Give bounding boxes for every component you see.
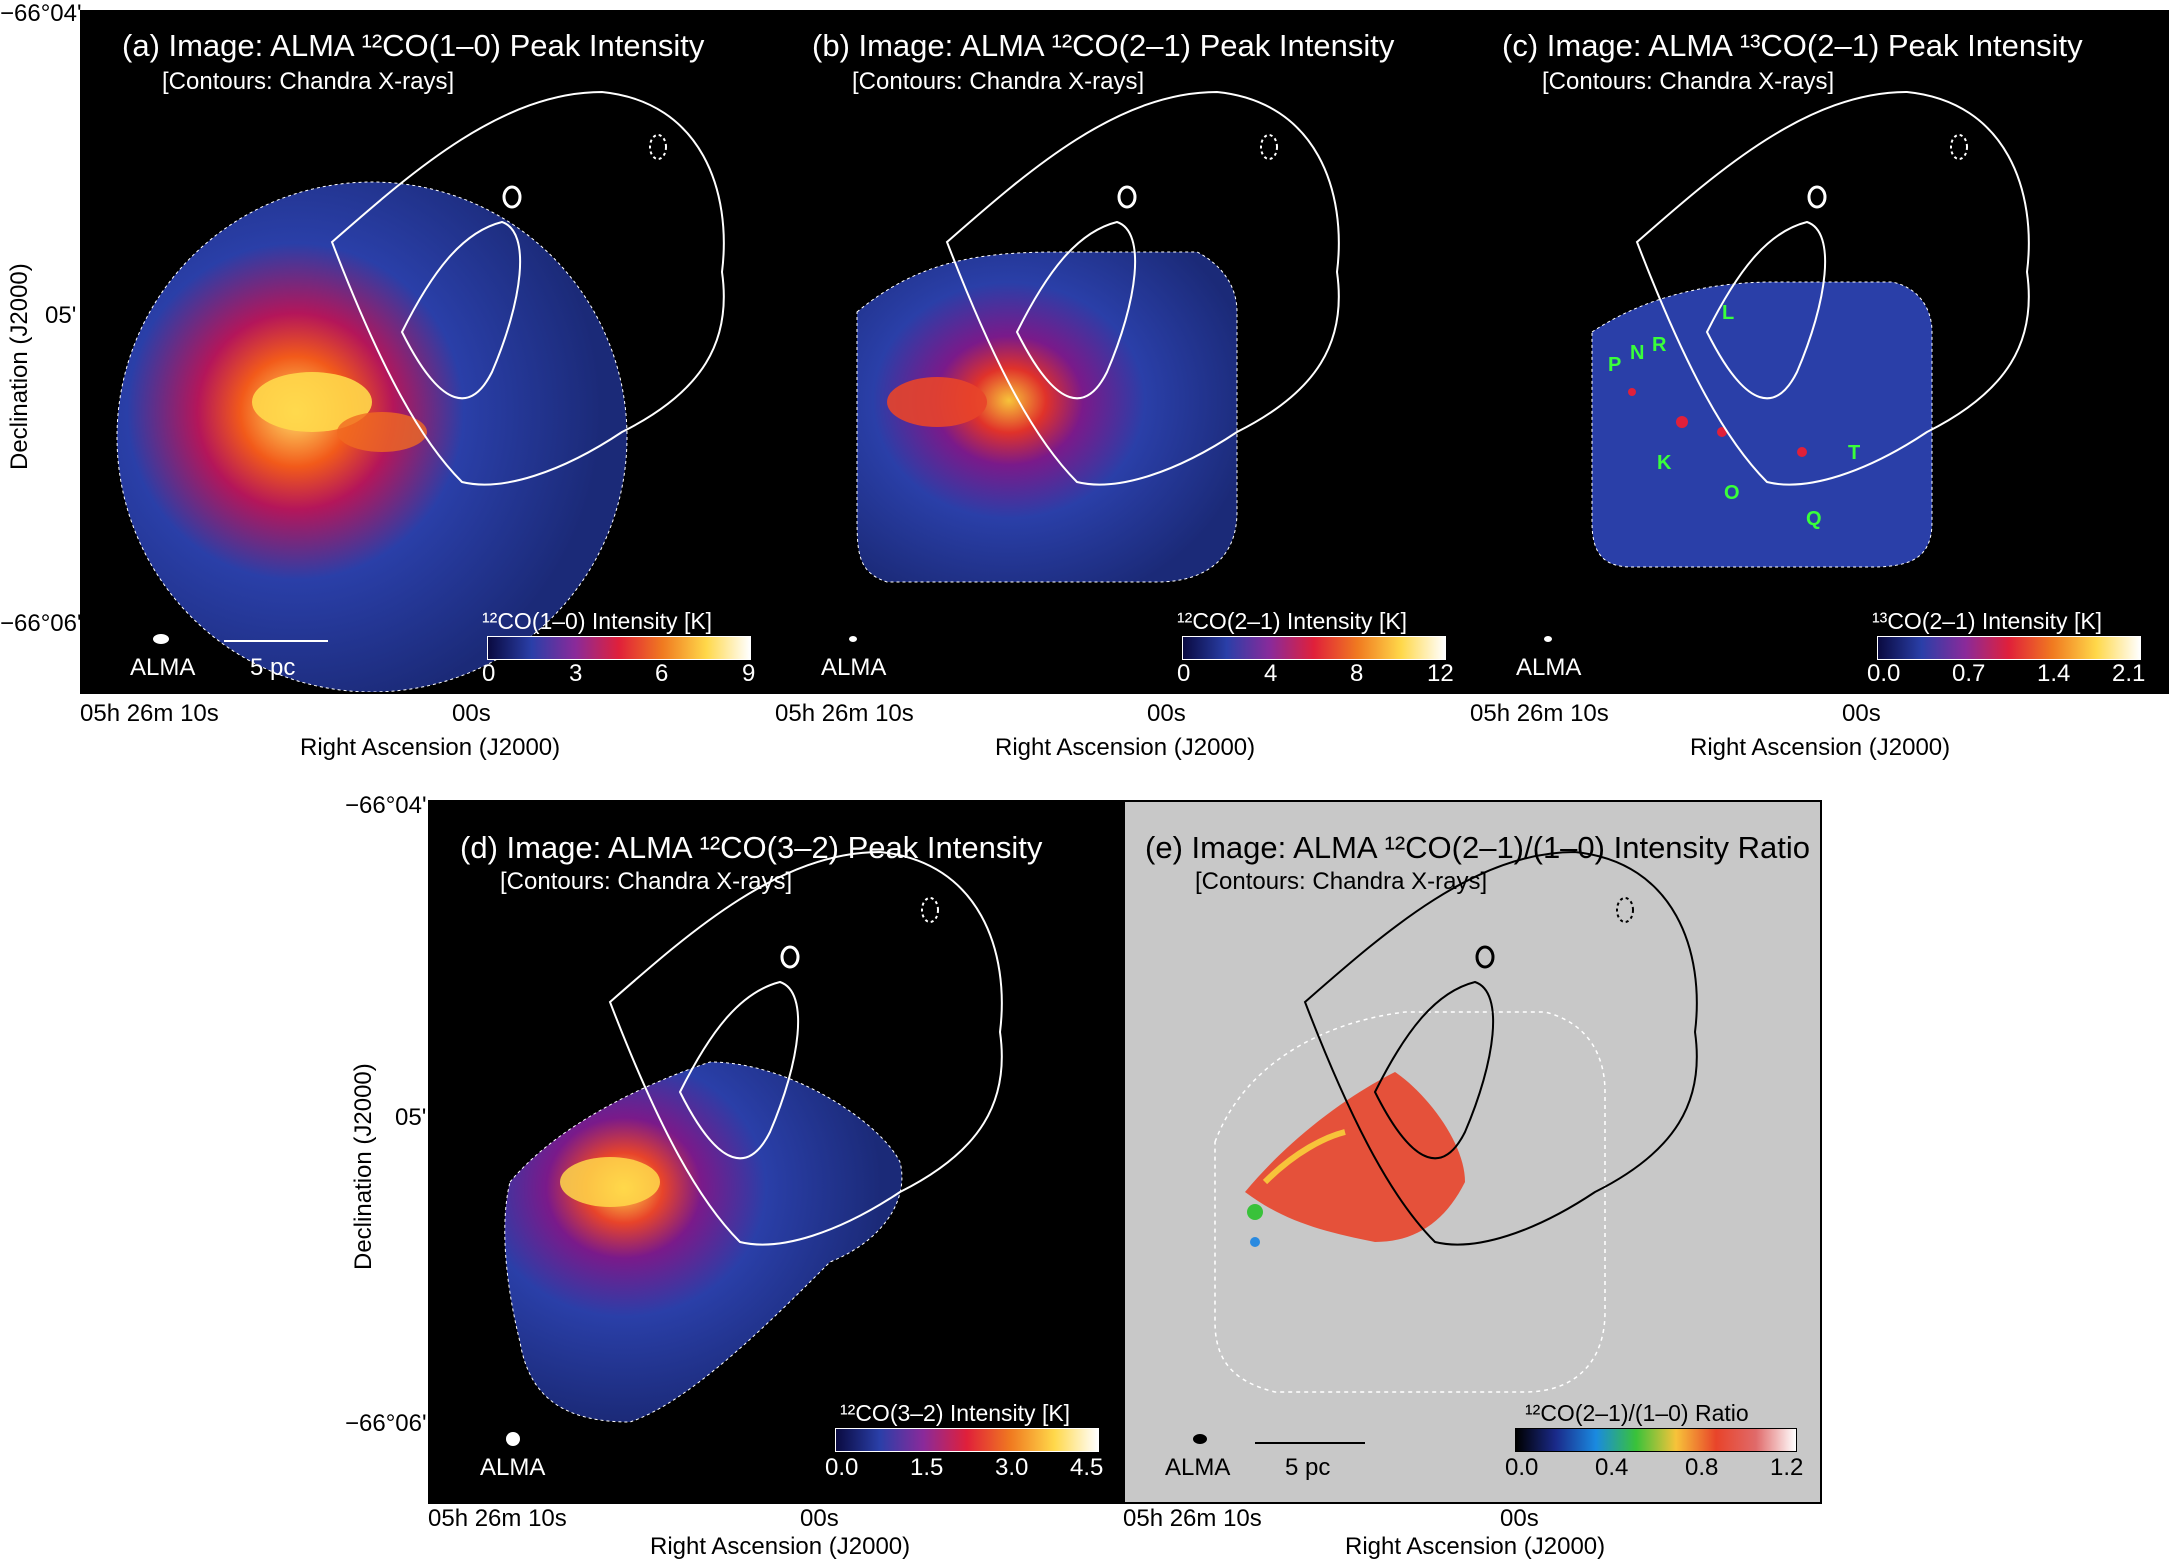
source-label: P: [1608, 354, 1622, 376]
scale-label: 5 pc: [1285, 1454, 1331, 1481]
colorbar-tick: 0.4: [1595, 1454, 1629, 1481]
colorbar-tick: 0.0: [1867, 660, 1901, 687]
colorbar-label: ¹³CO(2–1) Intensity [K]: [1872, 608, 2103, 634]
colorbar-tick: 1.4: [2037, 660, 2071, 687]
colorbar: [487, 636, 751, 660]
scale-bar: [224, 640, 328, 642]
beam-icon: [506, 1432, 520, 1446]
beam-label: ALMA: [1165, 1454, 1231, 1481]
colorbar-tick: 12: [1427, 660, 1454, 687]
colorbar-tick: 4: [1264, 660, 1278, 687]
ra-tick-left: 05h 26m 10s: [80, 700, 219, 727]
y-axis-label: Declination (J2000): [350, 1063, 377, 1270]
beam-icon: [1193, 1434, 1207, 1444]
dec-tick-mid: 05': [45, 302, 77, 329]
beam-label: ALMA: [1516, 654, 1582, 681]
panel-c-title: (c) Image: ALMA ¹³CO(2–1) Peak Intensity: [1502, 28, 2083, 63]
ra-tick-right: 00s: [1500, 1505, 1539, 1532]
colorbar-tick: 1.5: [910, 1454, 944, 1481]
colorbar: [1877, 636, 2141, 660]
panel-b: (b) Image: ALMA ¹²CO(2–1) Peak Intensity…: [775, 10, 1474, 694]
ra-tick-left: 05h 26m 10s: [1470, 700, 1609, 727]
dec-tick-mid: 05': [395, 1104, 427, 1131]
colorbar-label: ¹²CO(1–0) Intensity [K]: [482, 608, 713, 634]
colorbar-tick: 0.0: [825, 1454, 859, 1481]
ra-tick-left: 05h 26m 10s: [775, 700, 914, 727]
colorbar-tick: 4.5: [1070, 1454, 1104, 1481]
source-label: T: [1848, 442, 1861, 464]
ra-tick-left: 05h 26m 10s: [1123, 1505, 1262, 1532]
beam-label: ALMA: [480, 1454, 546, 1481]
x-axis-label: Right Ascension (J2000): [650, 1533, 911, 1560]
panel-c: (c) Image: ALMA ¹³CO(2–1) Peak Intensity…: [1470, 10, 2169, 694]
ra-tick-right: 00s: [1842, 700, 1881, 727]
beam-icon: [1544, 636, 1552, 642]
x-axis-label: Right Ascension (J2000): [1690, 734, 1951, 761]
ra-tick-right: 00s: [1147, 700, 1186, 727]
source-label: K: [1657, 452, 1672, 474]
colorbar-label: ¹²CO(2–1) Intensity [K]: [1177, 608, 1408, 634]
panel-d-title: (d) Image: ALMA ¹²CO(3–2) Peak Intensity: [460, 830, 1043, 865]
colorbar-tick: 0.8: [1685, 1454, 1719, 1481]
panel-d: (d) Image: ALMA ¹²CO(3–2) Peak Intensity…: [428, 800, 1127, 1504]
panel-e-title: (e) Image: ALMA ¹²CO(2–1)/(1–0) Intensit…: [1145, 830, 1811, 865]
dec-tick-top: −66°04': [345, 792, 427, 819]
colorbar-tick: 6: [655, 660, 669, 687]
colorbar: [1182, 636, 1446, 660]
ra-tick-left: 05h 26m 10s: [428, 1505, 567, 1532]
colorbar: [1515, 1428, 1797, 1452]
colorbar: [835, 1428, 1099, 1452]
colorbar-tick: 9: [742, 660, 756, 687]
panel-b-map: [856, 90, 1340, 583]
beam-label: ALMA: [130, 654, 196, 681]
colorbar-tick: 1.2: [1770, 1454, 1804, 1481]
panel-d-map: [504, 850, 1003, 1423]
colorbar-tick: 0.0: [1505, 1454, 1539, 1481]
panel-a-map: [116, 90, 725, 692]
scale-bar: [1255, 1442, 1365, 1444]
panel-a-subtitle: [Contours: Chandra X-rays]: [162, 68, 455, 95]
source-label: Q: [1806, 508, 1822, 530]
beam-icon: [153, 634, 169, 644]
ra-tick-right: 00s: [452, 700, 491, 727]
colorbar-label: ¹²CO(3–2) Intensity [K]: [840, 1400, 1071, 1426]
colorbar-label: ¹²CO(2–1)/(1–0) Ratio: [1525, 1400, 1749, 1426]
dec-tick-bot: −66°06': [0, 610, 82, 637]
colorbar-tick: 0: [482, 660, 496, 687]
panel-e: (e) Image: ALMA ¹²CO(2–1)/(1–0) Intensit…: [1123, 800, 1822, 1504]
panel-b-title: (b) Image: ALMA ¹²CO(2–1) Peak Intensity: [812, 28, 1395, 63]
panel-e-map: [1214, 850, 1698, 1393]
colorbar-tick: 8: [1350, 660, 1364, 687]
panel-a: (a) Image: ALMA ¹²CO(1–0) Peak Intensity…: [80, 10, 779, 694]
panel-c-subtitle: [Contours: Chandra X-rays]: [1542, 68, 1835, 95]
colorbar-tick: 3.0: [995, 1454, 1029, 1481]
source-label: R: [1652, 334, 1667, 356]
source-label: O: [1724, 482, 1740, 504]
dec-tick-top: −66°04': [0, 0, 82, 27]
y-axis-label: Declination (J2000): [6, 263, 33, 470]
panel-e-subtitle: [Contours: Chandra X-rays]: [1195, 868, 1488, 895]
panel-c-map: [1591, 90, 2030, 568]
x-axis-label: Right Ascension (J2000): [1345, 1533, 1606, 1560]
x-axis-label: Right Ascension (J2000): [995, 734, 1256, 761]
panel-d-subtitle: [Contours: Chandra X-rays]: [500, 868, 793, 895]
panel-b-subtitle: [Contours: Chandra X-rays]: [852, 68, 1145, 95]
source-label: N: [1630, 342, 1645, 364]
panel-a-title: (a) Image: ALMA ¹²CO(1–0) Peak Intensity: [122, 28, 705, 63]
x-axis-label: Right Ascension (J2000): [300, 734, 561, 761]
beam-label: ALMA: [821, 654, 887, 681]
beam-icon: [849, 636, 857, 642]
ra-tick-right: 00s: [800, 1505, 839, 1532]
source-label: L: [1722, 302, 1735, 324]
colorbar-tick: 2.1: [2112, 660, 2146, 687]
colorbar-tick: 0: [1177, 660, 1191, 687]
colorbar-tick: 3: [569, 660, 583, 687]
scale-label: 5 pc: [250, 654, 296, 681]
colorbar-tick: 0.7: [1952, 660, 1986, 687]
dec-tick-bot: −66°06': [345, 1410, 427, 1437]
